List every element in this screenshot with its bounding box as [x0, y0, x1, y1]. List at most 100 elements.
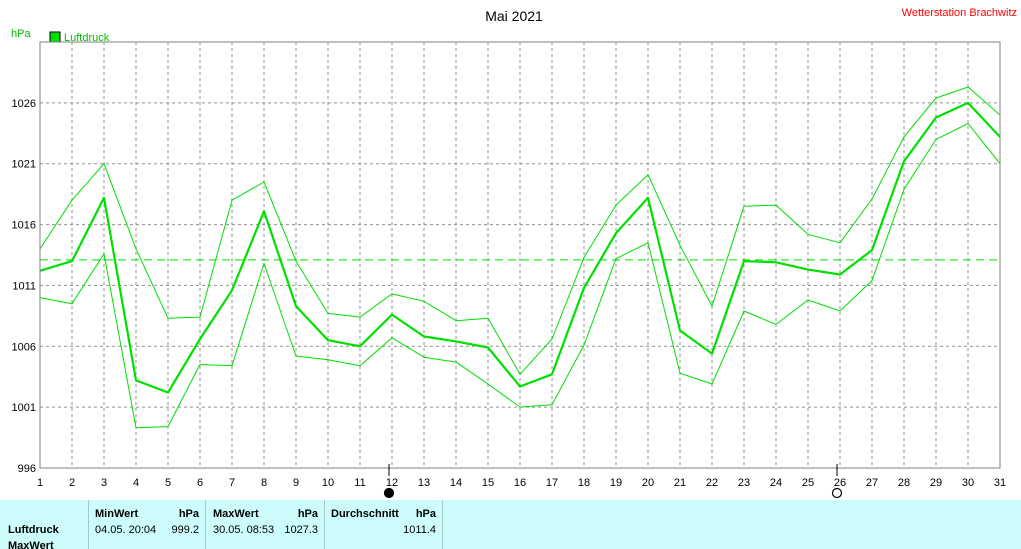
point-minwert-29	[935, 138, 937, 140]
point-durchschnitt-11	[359, 259, 361, 261]
point-durchschnitt-2	[71, 259, 73, 261]
point-luftdruck-11	[359, 345, 361, 347]
point-luftdruck-14	[455, 340, 457, 342]
x-tick-21: 21	[674, 477, 686, 489]
point-maxwert-25	[807, 233, 809, 235]
point-luftdruck-8	[263, 210, 265, 212]
point-minwert-28	[903, 188, 905, 190]
point-maxwert-6	[199, 316, 201, 318]
point-durchschnitt-30	[967, 259, 969, 261]
point-minwert-3	[103, 253, 105, 255]
point-maxwert-8	[263, 181, 265, 183]
row-label-luftdruck: Luftdruck	[8, 524, 59, 536]
point-durchschnitt-6	[199, 259, 201, 261]
point-maxwert-22	[711, 305, 713, 307]
x-tick-22: 22	[706, 477, 718, 489]
point-minwert-14	[455, 361, 457, 363]
max-cell: MaxWert hPa 30.05. 08:53 1027.3	[205, 500, 324, 549]
avg-header: Durchschnitt	[331, 508, 399, 520]
min-value: 999.2	[171, 524, 199, 536]
y-unit-label: hPa	[11, 28, 31, 40]
point-durchschnitt-9	[295, 259, 297, 261]
x-tick-18: 18	[578, 477, 590, 489]
point-durchschnitt-29	[935, 259, 937, 261]
point-luftdruck-22	[711, 353, 713, 355]
point-durchschnitt-4	[135, 259, 137, 261]
y-tick-1006: 1006	[12, 341, 36, 353]
point-minwert-18	[583, 344, 585, 346]
max-datetime: 30.05. 08:53	[213, 524, 275, 536]
y-tick-1011: 1011	[12, 280, 36, 292]
point-minwert-22	[711, 383, 713, 385]
point-minwert-27	[871, 280, 873, 282]
point-maxwert-21	[679, 244, 681, 246]
point-luftdruck-29	[935, 116, 937, 119]
point-minwert-4	[135, 427, 137, 429]
x-axis: 1 2 3 4 5 6 7 8 9 10 11 12 13 14 15 16 17 18 19 20 21 22 23 24 2…	[37, 477, 1006, 489]
point-maxwert-26	[839, 242, 841, 244]
x-tick-12: 12	[386, 477, 398, 489]
x-tick-8: 8	[261, 477, 267, 489]
x-tick-19: 19	[610, 477, 622, 489]
avg-unit: hPa	[415, 508, 436, 520]
point-durchschnitt-13	[423, 259, 425, 261]
point-minwert-2	[71, 303, 73, 305]
point-durchschnitt-14	[455, 259, 457, 261]
point-maxwert-2	[71, 199, 73, 201]
x-tick-23: 23	[738, 477, 750, 489]
point-minwert-7	[231, 365, 233, 367]
x-tick-4: 4	[133, 477, 139, 489]
x-tick-1: 1	[37, 477, 43, 489]
point-durchschnitt-5	[167, 259, 169, 261]
y-axis: 996 1001 1006 1011 1016 1021 1026	[12, 98, 36, 475]
x-tick-31: 31	[994, 477, 1006, 489]
point-minwert-19	[615, 258, 617, 260]
x-tick-10: 10	[322, 477, 334, 489]
point-luftdruck-24	[775, 261, 777, 263]
point-durchschnitt-21	[679, 259, 681, 261]
point-durchschnitt-23	[743, 259, 745, 261]
point-luftdruck-18	[583, 287, 585, 289]
point-luftdruck-10	[327, 339, 329, 341]
point-luftdruck-21	[679, 329, 681, 332]
point-maxwert-16	[519, 373, 521, 375]
station-label: Wetterstation Brachwitz	[902, 7, 1017, 19]
point-minwert-15	[487, 383, 489, 385]
point-maxwert-14	[455, 320, 457, 322]
x-tick-3: 3	[101, 477, 107, 489]
point-maxwert-11	[359, 316, 361, 318]
point-maxwert-29	[935, 97, 937, 99]
max-unit: hPa	[297, 508, 318, 520]
pressure-chart: Mai 2021 Wetterstation Brachwitz hPa Luf…	[11, 7, 1017, 499]
point-minwert-11	[359, 365, 361, 367]
point-maxwert-5	[167, 317, 169, 319]
point-luftdruck-20	[647, 197, 649, 199]
min-unit: hPa	[178, 508, 199, 520]
x-tick-13: 13	[418, 477, 430, 489]
point-luftdruck-2	[71, 260, 73, 262]
point-luftdruck-16	[519, 385, 521, 388]
avg-value: 1011.4	[403, 524, 436, 536]
point-durchschnitt-19	[615, 259, 617, 261]
x-tick-24: 24	[770, 477, 782, 489]
x-tick-28: 28	[898, 477, 910, 489]
y-tick-1026: 1026	[12, 98, 36, 110]
legend-label: Luftdruck	[64, 32, 110, 44]
point-maxwert-13	[423, 300, 425, 302]
new-moon-icon	[383, 487, 395, 499]
point-durchschnitt-24	[775, 259, 777, 261]
point-maxwert-28	[903, 136, 905, 138]
point-minwert-9	[295, 355, 297, 357]
point-luftdruck-15	[487, 346, 489, 349]
min-cell: MinWert hPa 04.05. 20:04 999.2	[88, 500, 205, 549]
point-maxwert-12	[391, 293, 393, 295]
x-tick-20: 20	[642, 477, 654, 489]
y-tick-1021: 1021	[12, 159, 36, 171]
point-maxwert-27	[871, 198, 873, 200]
point-minwert-16	[519, 406, 521, 408]
point-durchschnitt-16	[519, 259, 521, 261]
point-minwert-17	[551, 404, 553, 406]
point-durchschnitt-22	[711, 259, 713, 261]
series-layer	[39, 86, 1001, 429]
point-luftdruck-17	[551, 373, 553, 375]
